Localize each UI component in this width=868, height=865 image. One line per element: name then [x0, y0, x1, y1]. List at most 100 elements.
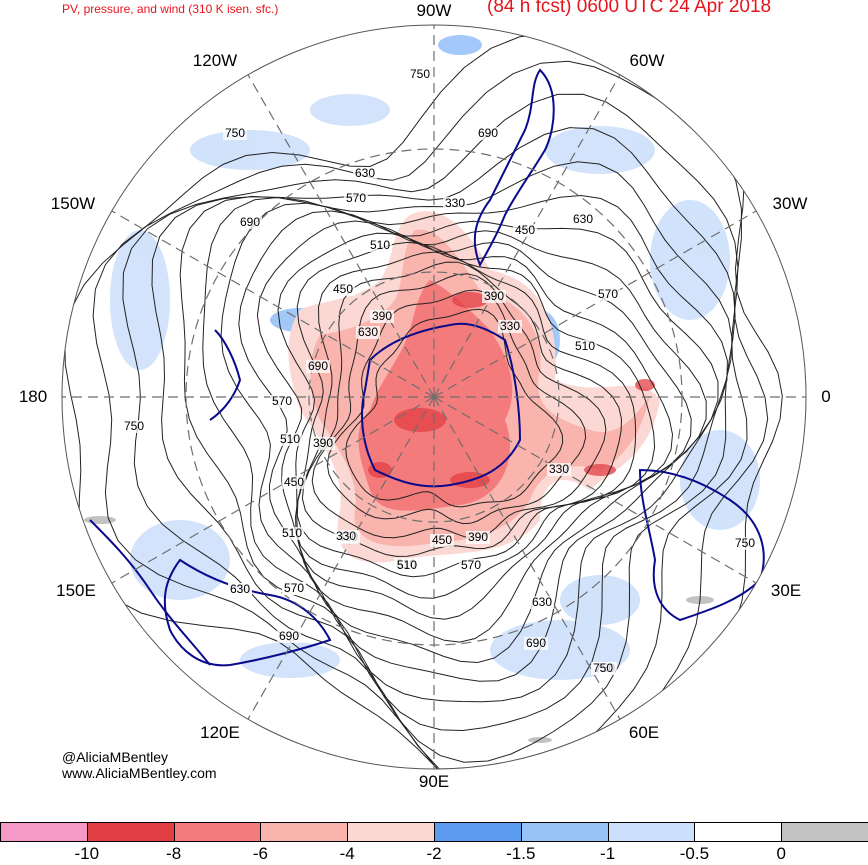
contour-label: 570: [272, 394, 292, 408]
meridian-line: [247, 396, 435, 720]
contour-label: 510: [282, 526, 302, 540]
graticule-layer: [62, 25, 806, 769]
colorbar-label: -0.5: [679, 844, 710, 863]
colorbar-label: -2: [426, 844, 442, 863]
isobar-contour: [277, 232, 674, 620]
contour-label-bg: [591, 662, 615, 675]
lon-label-150w: 150W: [50, 194, 96, 213]
coastline-alaska: [209, 329, 242, 421]
contour-label-bg: [596, 288, 620, 301]
isobar-contour: [311, 273, 607, 539]
chart-title-left: PV, pressure, and wind (310 K isen. sfc.…: [62, 2, 279, 16]
contour-label: 330: [549, 462, 569, 476]
lon-label-90e: 90E: [418, 772, 450, 791]
lon-label-120w: 120W: [192, 51, 238, 70]
colorbar-label: -4: [339, 844, 355, 863]
contour-label: 390: [372, 309, 392, 323]
lon-label-120e: 120E: [200, 723, 240, 742]
contour-label: 750: [593, 661, 613, 675]
contour-label: 390: [484, 289, 504, 303]
isobar-contour: [151, 127, 736, 763]
lon-label-60w: 60W: [629, 51, 665, 70]
isobar-contour: [122, 93, 748, 769]
contour-label-bg: [524, 637, 548, 650]
contour-label-bg: [513, 224, 537, 237]
contour-label-bg: [282, 582, 306, 595]
colorbar-swatch: [173, 822, 262, 842]
contour-label-bg: [331, 283, 355, 296]
contour-label-bg: [466, 531, 490, 544]
colorbar-swatch: [260, 822, 349, 842]
lon-label-60e: 60E: [628, 723, 660, 742]
contour-label: 690: [478, 126, 498, 140]
coastline-europe: [638, 468, 765, 622]
contour-label-bg: [482, 290, 506, 303]
contour-label-bg: [498, 320, 522, 333]
meridian-line: [111, 396, 435, 584]
isobar-contour: [179, 161, 733, 732]
colorbar-swatch: [607, 822, 696, 842]
contour-label-bg: [277, 630, 301, 643]
contour-label: 630: [355, 166, 375, 180]
credit-website: www.AliciaMBentley.com: [62, 765, 217, 781]
isobar-contour: [296, 251, 637, 578]
contour-label: 330: [336, 529, 356, 543]
contour-label-bg: [278, 433, 302, 446]
contour-label-bg: [408, 68, 432, 81]
contour-label-bg: [573, 340, 597, 353]
lon-label-90w: 90W: [416, 1, 452, 20]
contour-label: 750: [124, 419, 144, 433]
contour-label-bg: [353, 167, 377, 180]
pv-light-blue-patches: [110, 94, 760, 680]
contour-label-bg: [122, 420, 146, 433]
colorbar-swatch: [0, 822, 88, 842]
meridian-line: [433, 396, 757, 584]
meridian-line: [433, 210, 757, 398]
colorbar-label: -1: [600, 844, 616, 863]
contour-label: 510: [397, 558, 417, 572]
coastline-layer: [89, 68, 765, 667]
chart-title-right: (84 h fcst) 0600 UTC 24 Apr 2018: [487, 0, 772, 17]
coastline-siberia: [163, 558, 332, 667]
isobar-contour: [294, 241, 656, 599]
colorbar-label: -10: [74, 844, 100, 863]
contour-label: 570: [346, 191, 366, 205]
contour-label-bg: [306, 360, 330, 373]
contour-label: 450: [284, 475, 304, 489]
contour-label: 630: [573, 212, 593, 226]
contour-label: 690: [526, 636, 546, 650]
contour-label-bg: [571, 213, 595, 226]
contour-label-bg: [280, 527, 304, 540]
contour-label: 450: [333, 282, 353, 296]
contour-label-bg: [547, 463, 571, 476]
colorbar-swatch: [434, 822, 522, 842]
latitude-circle: [185, 148, 683, 646]
contour-label: 330: [500, 319, 520, 333]
contour-label-bg: [228, 583, 252, 596]
colorbar-swatch: [694, 822, 783, 842]
pv-fill-layer: [84, 35, 760, 743]
contour-label-bg: [530, 596, 554, 609]
lon-label-30e: 30E: [770, 581, 802, 600]
contour-label-bg: [459, 559, 483, 572]
colorbar-label: 0: [776, 844, 786, 863]
contour-label-bg: [238, 216, 262, 229]
latitude-circle: [308, 271, 560, 523]
colorbar-label: -1.5: [506, 844, 536, 863]
contour-label-bg: [334, 530, 358, 543]
contour-label-bg: [395, 559, 419, 572]
contour-label: 690: [308, 359, 328, 373]
colorbar: -10 -8 -6 -4 -2 -1.5 -1 -0.5 0: [0, 822, 868, 865]
contour-label-bg: [476, 127, 500, 140]
contour-label: 510: [575, 339, 595, 353]
contour-label: 690: [240, 215, 260, 229]
contour-label: 630: [230, 582, 250, 596]
isobar-contour: [238, 210, 707, 664]
map-boundary: [61, 24, 807, 770]
coastline-greenland: [473, 68, 555, 268]
meridian-line: [433, 396, 621, 720]
contour-label: 750: [735, 536, 755, 550]
contour-label: 570: [461, 558, 481, 572]
contour-label: 570: [284, 581, 304, 595]
